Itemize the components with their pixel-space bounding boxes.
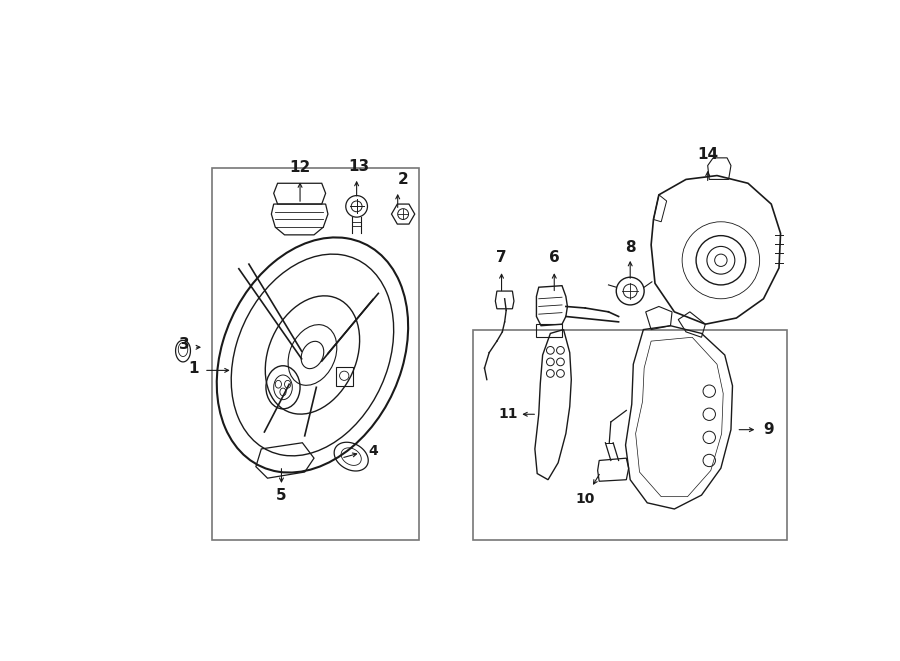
Text: 8: 8 <box>625 240 635 254</box>
Text: 2: 2 <box>398 172 409 187</box>
Text: 11: 11 <box>498 407 518 421</box>
Bar <box>212 168 418 540</box>
Text: 10: 10 <box>576 492 595 506</box>
Text: 4: 4 <box>369 444 379 458</box>
Text: 5: 5 <box>276 488 287 502</box>
Text: 1: 1 <box>189 360 199 375</box>
Text: 9: 9 <box>763 422 774 437</box>
Text: 13: 13 <box>348 159 370 174</box>
Text: 6: 6 <box>549 251 560 266</box>
Bar <box>472 330 787 540</box>
Bar <box>336 367 353 386</box>
Text: 14: 14 <box>698 147 718 163</box>
Text: 12: 12 <box>290 161 310 175</box>
Text: 3: 3 <box>179 338 190 352</box>
Text: 7: 7 <box>496 251 507 266</box>
